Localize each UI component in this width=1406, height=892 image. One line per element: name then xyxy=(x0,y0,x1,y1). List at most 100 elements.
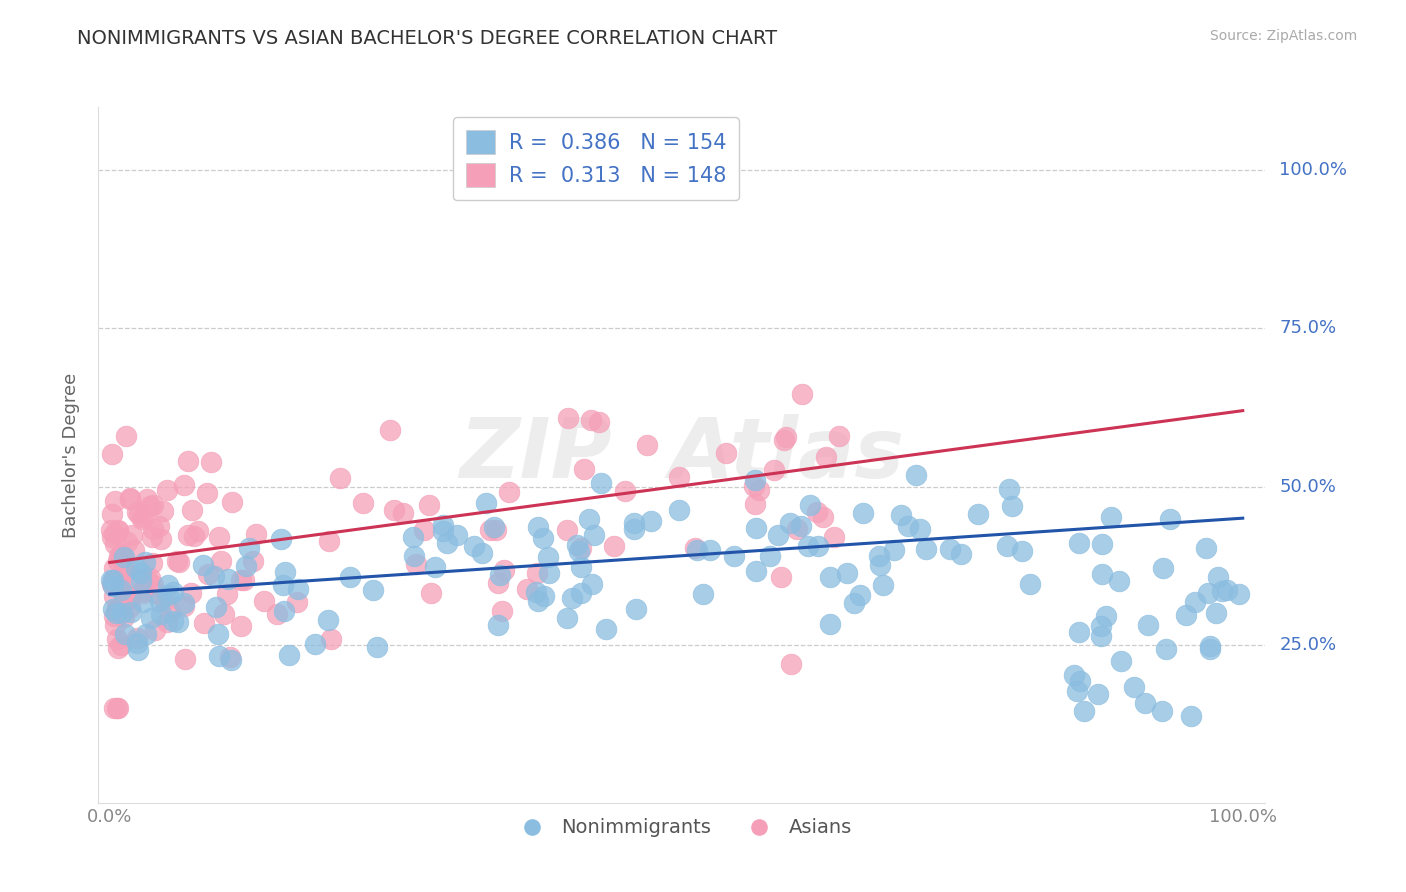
Point xyxy=(425,559,447,574)
Point xyxy=(1154,641,1177,656)
Point xyxy=(402,529,425,543)
Point xyxy=(238,541,260,556)
Point xyxy=(319,632,342,647)
Point xyxy=(107,524,129,538)
Point xyxy=(763,463,786,477)
Point xyxy=(219,649,242,664)
Point xyxy=(103,575,125,590)
Point xyxy=(1073,704,1095,718)
Point xyxy=(111,567,134,582)
Point xyxy=(207,627,229,641)
Point xyxy=(135,627,157,641)
Point xyxy=(818,569,841,583)
Point xyxy=(475,496,498,510)
Point xyxy=(745,564,768,578)
Point xyxy=(107,701,129,715)
Point xyxy=(103,608,125,623)
Point xyxy=(1095,608,1118,623)
Point xyxy=(143,623,166,637)
Point xyxy=(582,528,605,542)
Point xyxy=(304,637,326,651)
Point xyxy=(122,571,145,585)
Point xyxy=(636,438,658,452)
Point xyxy=(205,599,228,614)
Point xyxy=(105,632,128,646)
Point xyxy=(103,589,125,603)
Point xyxy=(125,505,148,519)
Point xyxy=(716,445,738,459)
Point xyxy=(844,596,866,610)
Point xyxy=(120,600,142,615)
Point xyxy=(173,599,195,614)
Point xyxy=(156,483,179,497)
Point xyxy=(142,498,165,512)
Point xyxy=(197,566,219,581)
Point xyxy=(1091,536,1114,550)
Point xyxy=(624,602,647,616)
Point xyxy=(488,568,510,582)
Point xyxy=(100,576,122,591)
Point xyxy=(1184,595,1206,609)
Point xyxy=(166,554,188,568)
Point xyxy=(111,549,134,563)
Point xyxy=(561,591,583,606)
Point xyxy=(135,492,157,507)
Text: Source: ZipAtlas.com: Source: ZipAtlas.com xyxy=(1209,29,1357,43)
Point xyxy=(686,543,709,558)
Point xyxy=(339,570,361,584)
Point xyxy=(588,415,610,429)
Point xyxy=(121,528,143,542)
Point xyxy=(1067,535,1090,549)
Point xyxy=(217,587,239,601)
Point xyxy=(277,648,299,662)
Point xyxy=(287,582,309,596)
Point xyxy=(1211,584,1233,599)
Point xyxy=(568,544,591,558)
Point xyxy=(149,532,172,546)
Point xyxy=(1001,499,1024,513)
Point xyxy=(156,615,179,629)
Point xyxy=(1109,654,1132,668)
Point xyxy=(436,535,458,549)
Point xyxy=(105,606,128,620)
Point xyxy=(966,507,988,521)
Point xyxy=(117,594,139,608)
Point xyxy=(432,518,454,533)
Point xyxy=(1123,680,1146,694)
Point xyxy=(797,539,820,553)
Point xyxy=(1090,629,1112,643)
Point xyxy=(485,523,508,537)
Text: 75.0%: 75.0% xyxy=(1279,319,1337,337)
Point xyxy=(173,596,195,610)
Point xyxy=(581,576,603,591)
Point xyxy=(195,486,218,500)
Point xyxy=(120,491,142,506)
Point xyxy=(413,524,436,538)
Point xyxy=(266,607,288,621)
Point xyxy=(872,578,894,592)
Point xyxy=(208,530,231,544)
Point xyxy=(1090,619,1112,633)
Point xyxy=(242,554,264,568)
Point xyxy=(136,572,159,586)
Point xyxy=(174,652,197,666)
Point xyxy=(208,649,231,664)
Point xyxy=(471,546,494,560)
Point xyxy=(104,494,127,508)
Point xyxy=(105,701,128,715)
Point xyxy=(479,523,502,537)
Point xyxy=(526,566,548,580)
Point xyxy=(595,622,617,636)
Y-axis label: Bachelor's Degree: Bachelor's Degree xyxy=(62,372,80,538)
Point xyxy=(557,611,579,625)
Point xyxy=(120,589,142,603)
Point xyxy=(1195,541,1218,555)
Point xyxy=(132,595,155,609)
Point xyxy=(745,521,768,535)
Point xyxy=(1136,617,1159,632)
Point xyxy=(890,508,912,522)
Point xyxy=(104,618,127,632)
Point xyxy=(112,549,135,564)
Point xyxy=(526,520,548,534)
Point xyxy=(494,563,516,577)
